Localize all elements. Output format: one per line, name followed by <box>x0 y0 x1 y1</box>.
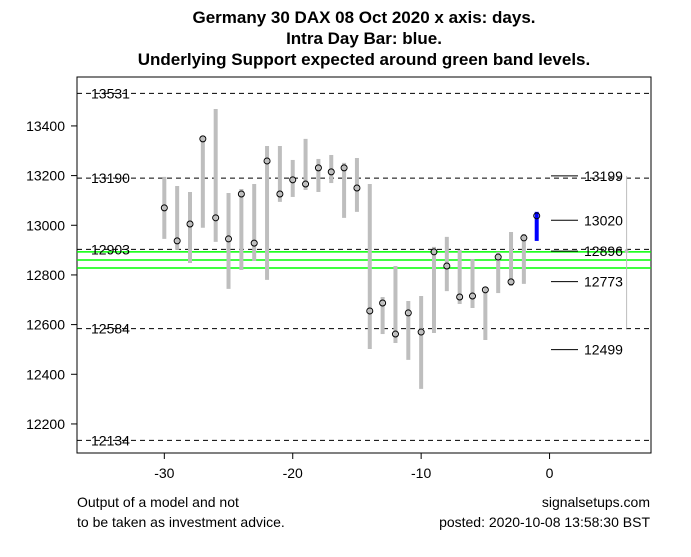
close-marker <box>314 164 322 172</box>
close-marker <box>353 184 361 192</box>
dashed-level-label: 12584 <box>91 321 130 337</box>
close-marker <box>391 330 399 338</box>
close-marker <box>481 286 489 294</box>
range-mid-marker <box>624 249 629 254</box>
y-tick-label: 12200 <box>26 416 65 432</box>
close-marker <box>404 309 412 317</box>
posted-timestamp: posted: 2020-10-08 13:58:30 BST <box>439 514 650 530</box>
close-marker <box>443 262 451 270</box>
close-marker <box>186 220 194 228</box>
right-level-label: 12773 <box>584 274 623 290</box>
close-marker <box>507 278 515 286</box>
y-tick-label: 12600 <box>26 317 65 333</box>
y-tick-label: 13200 <box>26 168 65 184</box>
disclaimer-line-2: to be taken as investment advice. <box>77 514 285 530</box>
dashed-level-label: 12903 <box>91 241 130 257</box>
x-tick-label: 0 <box>546 465 554 481</box>
close-marker <box>366 307 374 315</box>
intraday-close-marker <box>533 212 541 220</box>
close-marker <box>417 328 425 336</box>
x-tick-label: -20 <box>283 465 303 481</box>
dashed-level-label: 12134 <box>91 432 130 448</box>
dashed-level-label: 13190 <box>91 170 130 186</box>
chart-title-line: Underlying Support expected around green… <box>138 50 590 69</box>
right-level-label: 13020 <box>584 212 623 228</box>
close-marker <box>456 293 464 301</box>
right-level-label: 12896 <box>584 243 623 259</box>
plot-frame <box>76 76 652 454</box>
y-tick-label: 13000 <box>26 217 65 233</box>
close-marker <box>302 180 310 188</box>
close-marker <box>327 168 335 176</box>
close-marker <box>520 234 528 242</box>
close-marker <box>225 235 233 243</box>
source-site: signalsetups.com <box>541 494 650 510</box>
close-marker <box>469 292 477 300</box>
chart-title-line: Intra Day Bar: blue. <box>286 29 442 48</box>
close-marker <box>237 190 245 198</box>
x-tick-label: -10 <box>411 465 431 481</box>
close-marker <box>494 253 502 261</box>
y-tick-label: 12800 <box>26 267 65 283</box>
close-marker <box>250 239 258 247</box>
close-marker <box>173 237 181 245</box>
close-marker <box>160 204 168 212</box>
close-marker <box>289 176 297 184</box>
close-marker <box>276 190 284 198</box>
close-marker <box>263 157 271 165</box>
close-marker <box>379 299 387 307</box>
right-level-label: 12499 <box>584 342 623 358</box>
close-marker <box>340 164 348 172</box>
right-level-label: 13199 <box>584 168 623 184</box>
chart-title-line: Germany 30 DAX 08 Oct 2020 x axis: days. <box>192 8 535 27</box>
x-tick-label: -30 <box>154 465 174 481</box>
y-tick-label: 13400 <box>26 118 65 134</box>
dashed-level-label: 13531 <box>91 85 130 101</box>
close-marker <box>199 135 207 143</box>
close-marker <box>212 214 220 222</box>
y-tick-label: 12400 <box>26 366 65 382</box>
close-marker <box>430 248 438 256</box>
disclaimer-line-1: Output of a model and not <box>77 494 239 510</box>
